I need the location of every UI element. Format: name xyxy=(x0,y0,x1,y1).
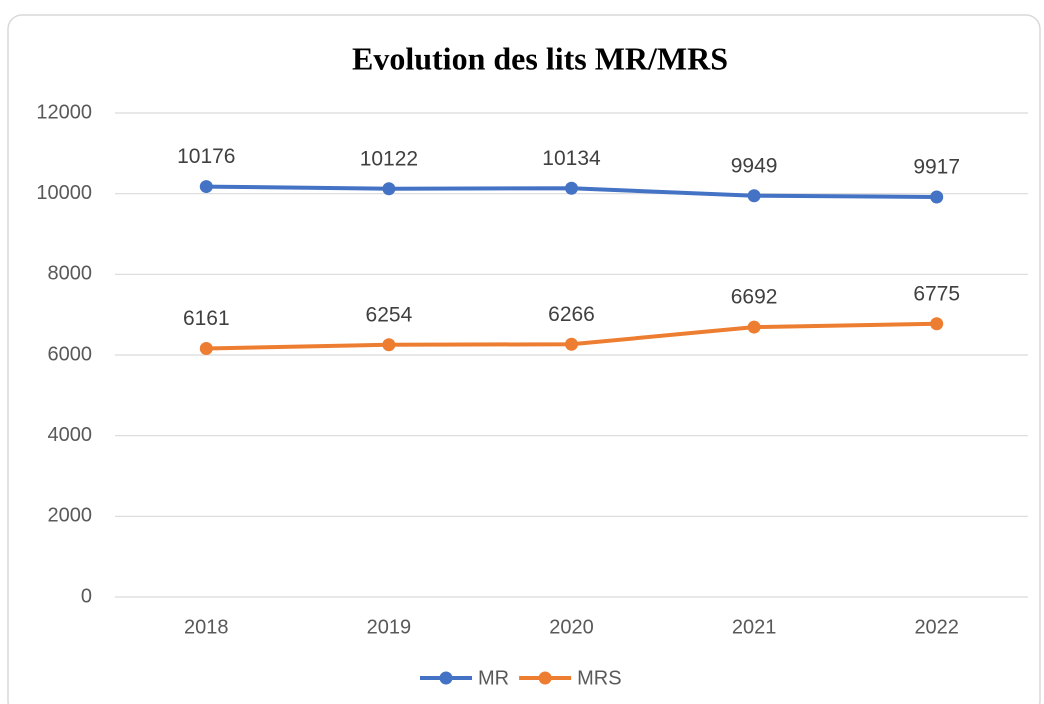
y-tick-label: 0 xyxy=(81,585,92,607)
chart-title: Evolution des lits MR/MRS xyxy=(352,40,728,76)
y-tick-label: 6000 xyxy=(48,343,93,365)
data-label: 10176 xyxy=(177,145,235,168)
data-point xyxy=(199,342,213,356)
data-label: 6254 xyxy=(366,303,413,326)
x-tick-label: 2021 xyxy=(732,616,777,638)
data-label: 6266 xyxy=(548,303,595,326)
data-point xyxy=(382,182,396,196)
data-label: 10134 xyxy=(542,147,601,170)
x-tick-label: 2020 xyxy=(549,616,594,638)
legend-label: MRS xyxy=(577,667,621,689)
legend-marker xyxy=(439,671,453,685)
data-label: 9949 xyxy=(731,154,778,177)
x-tick-label: 2018 xyxy=(184,616,229,638)
y-tick-label: 4000 xyxy=(48,424,93,446)
y-tick-label: 12000 xyxy=(36,101,92,123)
data-label: 9917 xyxy=(913,156,960,179)
data-point xyxy=(199,180,213,194)
data-label: 6692 xyxy=(731,286,778,309)
data-point xyxy=(930,190,944,204)
legend-label: MR xyxy=(478,667,509,689)
legend-marker xyxy=(538,671,552,685)
data-point xyxy=(565,337,578,351)
y-tick-label: 8000 xyxy=(48,263,93,285)
data-label: 6775 xyxy=(913,282,960,305)
x-tick-label: 2019 xyxy=(367,616,412,638)
data-point xyxy=(565,181,578,195)
data-label: 10122 xyxy=(360,147,418,170)
x-tick-label: 2022 xyxy=(914,616,959,638)
y-tick-label: 2000 xyxy=(48,505,93,527)
data-point xyxy=(747,320,761,334)
chart-frame xyxy=(7,14,1041,704)
data-label: 6161 xyxy=(183,307,230,330)
data-point xyxy=(382,338,396,352)
y-tick-label: 10000 xyxy=(36,182,92,204)
data-point xyxy=(747,189,761,203)
data-point xyxy=(930,317,944,331)
